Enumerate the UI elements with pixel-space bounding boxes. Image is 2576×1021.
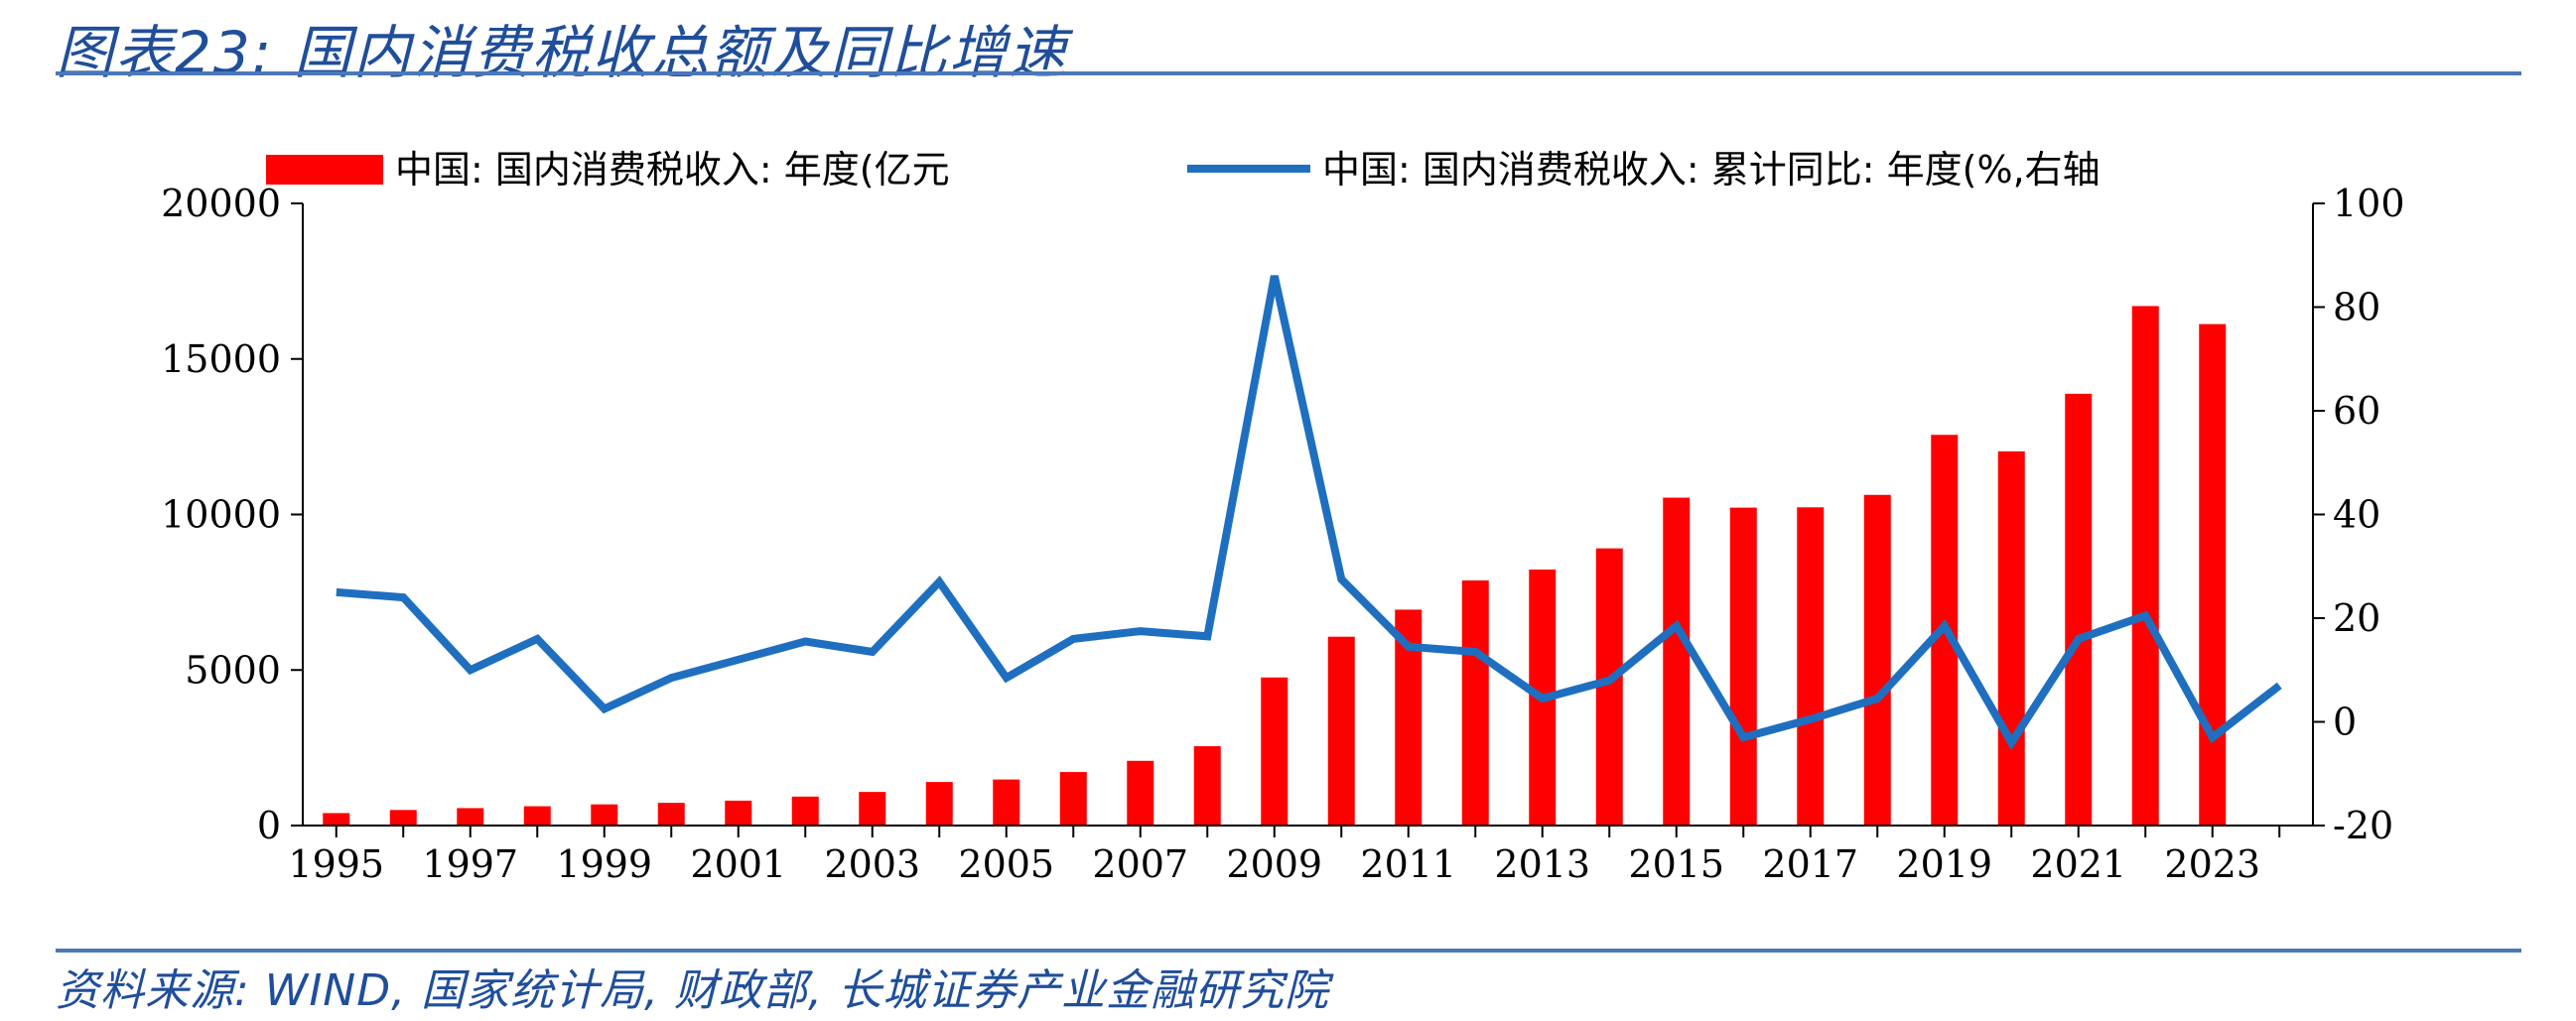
x-tick-label-2007: 2007 bbox=[1092, 842, 1188, 886]
left-tick-label-5000: 5000 bbox=[185, 648, 281, 692]
bar-2006 bbox=[1059, 772, 1087, 826]
legend-label-line: 中国: 国内消费税收入: 累计同比: 年度(%,右轴 bbox=[1322, 148, 2101, 191]
bar-2014 bbox=[1595, 548, 1623, 826]
x-tick-label-2001: 2001 bbox=[690, 842, 786, 886]
bar-1995 bbox=[323, 813, 350, 826]
x-tick-label-2005: 2005 bbox=[958, 842, 1054, 886]
yoy-growth-line bbox=[336, 275, 2282, 751]
x-tick-label-1999: 1999 bbox=[556, 842, 652, 886]
bar-2020 bbox=[1997, 450, 2025, 826]
bar-2016 bbox=[1729, 507, 1757, 826]
bar-series bbox=[323, 306, 2227, 827]
legend-swatch-bar bbox=[266, 155, 383, 185]
x-tick-label-2023: 2023 bbox=[2164, 842, 2260, 886]
source-note: 资料来源: WIND, 国家统计局, 财政部, 长城证券产业金融研究院 bbox=[56, 965, 1330, 1016]
x-tick-label-2019: 2019 bbox=[1896, 842, 1992, 886]
bar-2002 bbox=[791, 796, 819, 826]
right-tick-label-40: 40 bbox=[2333, 493, 2380, 537]
bar-2000 bbox=[657, 803, 685, 826]
bar-2008 bbox=[1193, 746, 1221, 826]
bar-1996 bbox=[389, 810, 417, 826]
x-tick-label-2013: 2013 bbox=[1494, 842, 1590, 886]
x-tick-label-2003: 2003 bbox=[824, 842, 920, 886]
bar-1998 bbox=[523, 806, 551, 826]
bar-2021 bbox=[2065, 393, 2093, 826]
bar-1997 bbox=[457, 808, 484, 826]
legend-label-bar: 中国: 国内消费税收入: 年度(亿元 bbox=[395, 148, 950, 191]
x-tick-label-2017: 2017 bbox=[1762, 842, 1858, 886]
x-tick-label-1997: 1997 bbox=[422, 842, 518, 886]
bar-2004 bbox=[925, 782, 953, 826]
bar-2009 bbox=[1261, 677, 1288, 826]
left-tick-label-20000: 20000 bbox=[161, 182, 281, 225]
bar-2023 bbox=[2199, 323, 2227, 826]
right-tick-label-0: 0 bbox=[2333, 701, 2357, 744]
source-divider bbox=[56, 949, 2521, 953]
title-divider bbox=[56, 71, 2521, 75]
x-tick-label-2011: 2011 bbox=[1360, 842, 1456, 886]
bar-2015 bbox=[1663, 497, 1691, 826]
right-tick-label-80: 80 bbox=[2333, 286, 2380, 329]
bar-2007 bbox=[1127, 760, 1154, 826]
x-tick-label-2009: 2009 bbox=[1226, 842, 1322, 886]
bar-2018 bbox=[1863, 494, 1891, 826]
right-tick-label-20: 20 bbox=[2333, 596, 2380, 640]
chart: 中国: 国内消费税收入: 年度(亿元 中国: 国内消费税收入: 累计同比: 年度… bbox=[161, 148, 2404, 886]
x-tick-label-2021: 2021 bbox=[2030, 842, 2126, 886]
right-tick-label-100: 100 bbox=[2333, 182, 2405, 225]
axes: 0 5000 10000 15000 20000 -20 0 20 40 60 80 100 1995 1… bbox=[161, 182, 2404, 886]
left-tick-label-15000: 15000 bbox=[161, 337, 281, 381]
bar-2001 bbox=[725, 800, 752, 826]
bar-1999 bbox=[591, 804, 618, 826]
x-tick-label-1995: 1995 bbox=[288, 842, 384, 886]
x-tick-label-2015: 2015 bbox=[1628, 842, 1724, 886]
left-tick-label-0: 0 bbox=[257, 804, 281, 847]
bar-2005 bbox=[993, 779, 1020, 826]
bar-2017 bbox=[1797, 507, 1825, 826]
right-tick-label-60: 60 bbox=[2333, 389, 2380, 433]
bar-2010 bbox=[1327, 636, 1355, 826]
bar-2003 bbox=[859, 792, 886, 826]
line-series bbox=[336, 275, 2282, 751]
right-tick-label--20: -20 bbox=[2333, 804, 2393, 847]
legend: 中国: 国内消费税收入: 年度(亿元 中国: 国内消费税收入: 累计同比: 年度… bbox=[266, 148, 2101, 191]
left-tick-label-10000: 10000 bbox=[161, 493, 281, 537]
bar-2022 bbox=[2131, 306, 2159, 827]
bar-2012 bbox=[1461, 579, 1489, 826]
